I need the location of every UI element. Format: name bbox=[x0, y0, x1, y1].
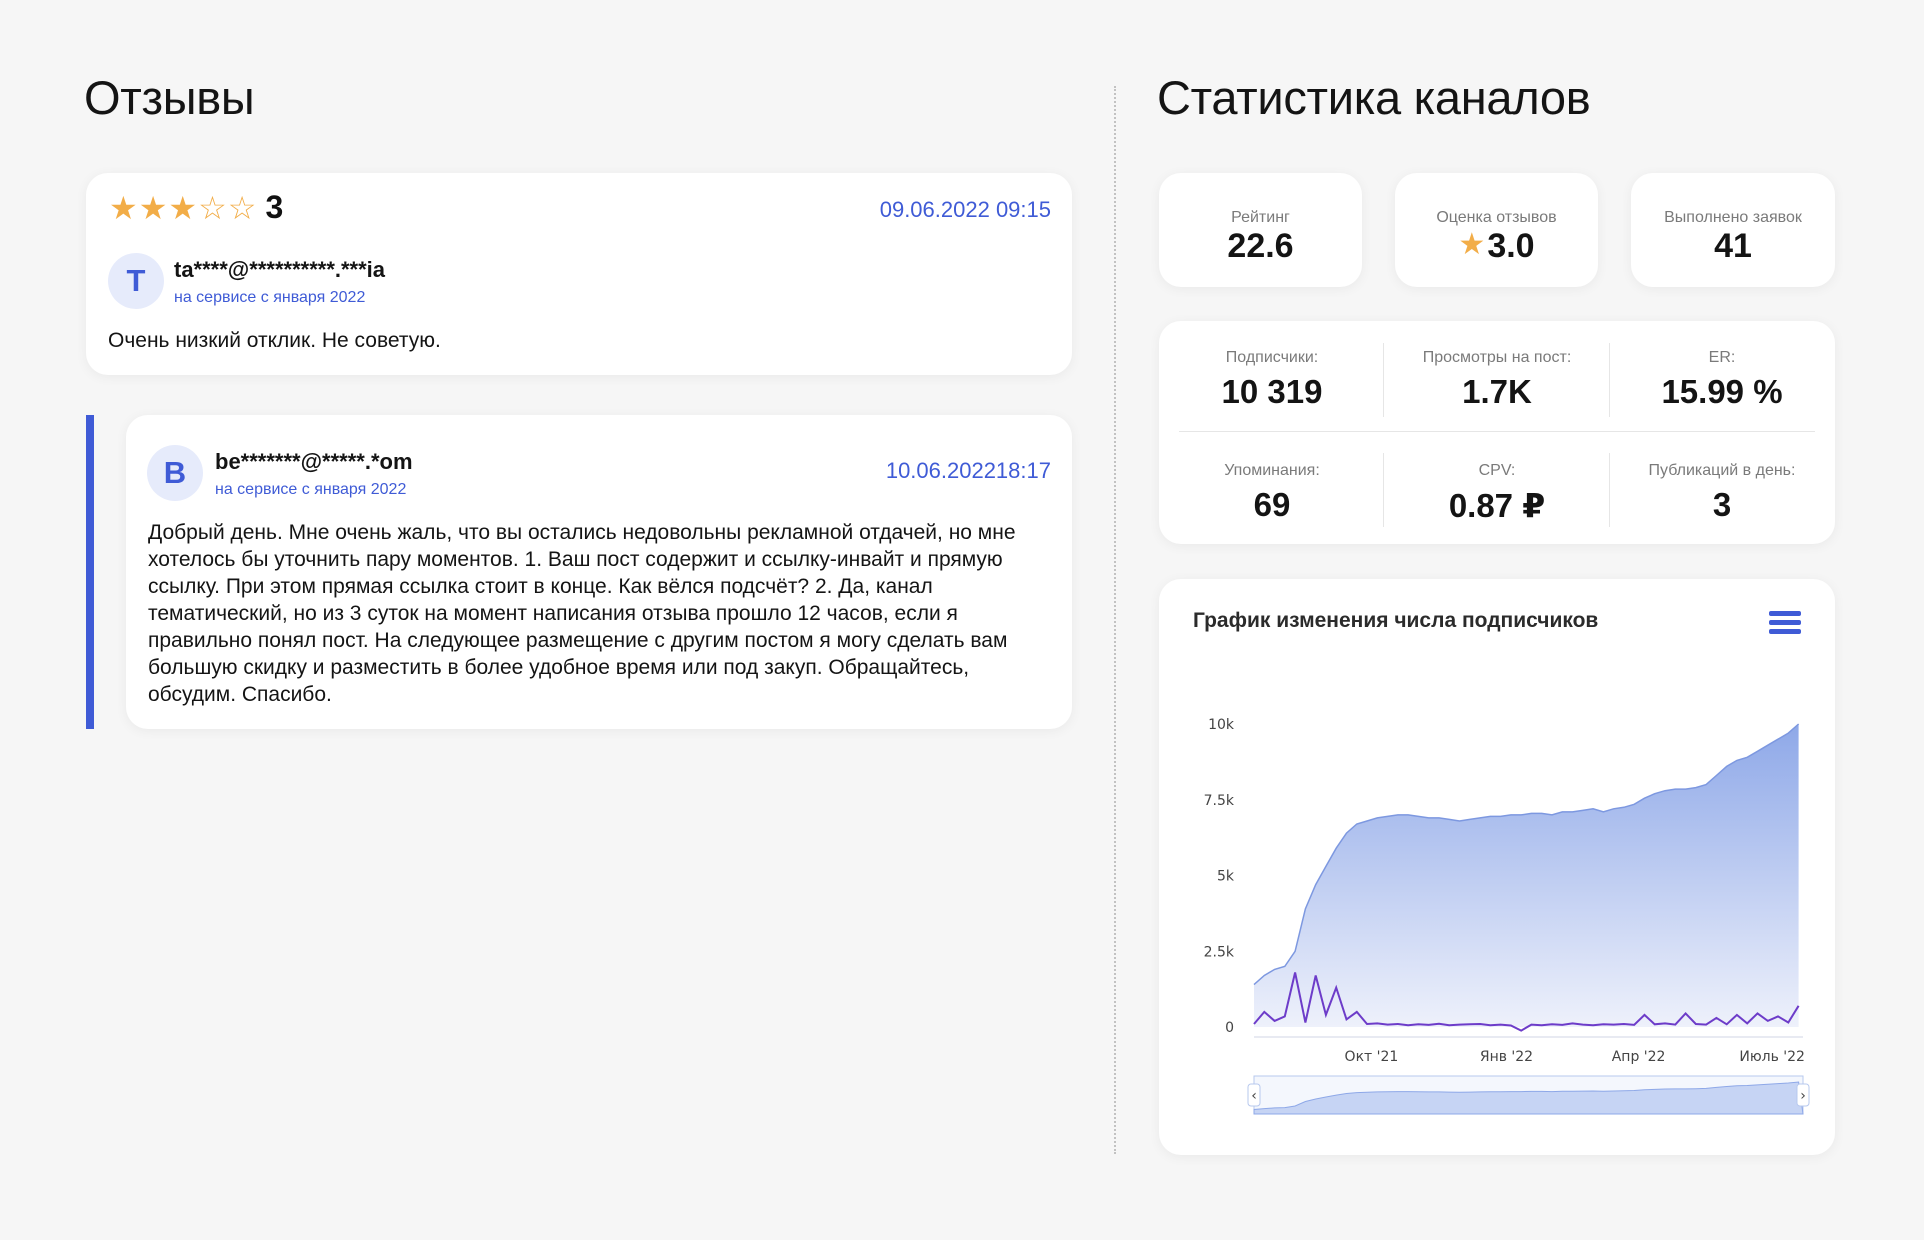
reply-since: на сервисе с января 2022 bbox=[215, 481, 407, 498]
metric-mentions: Упоминания: 69 bbox=[1159, 462, 1385, 524]
rating-stars: ★ ★ ★ ☆ ☆ 3 bbox=[109, 189, 283, 226]
metric-value: 10 319 bbox=[1221, 373, 1323, 410]
x-tick-label: Апр '22 bbox=[1612, 1049, 1666, 1065]
review-text: Очень низкий отклик. Не советую. bbox=[108, 329, 441, 352]
metric-value: 1.7K bbox=[1462, 373, 1532, 410]
rating-tile: Рейтинг 22.6 bbox=[1159, 173, 1362, 287]
metric-divider bbox=[1383, 453, 1384, 527]
review-card: ★ ★ ★ ☆ ☆ 3 09.06.2022 09:15 T ta****@**… bbox=[86, 173, 1072, 375]
hamburger-menu-icon[interactable] bbox=[1769, 611, 1801, 641]
x-tick-label: Янв '22 bbox=[1480, 1049, 1533, 1065]
reply-text: Добрый день. Мне очень жаль, что вы оста… bbox=[148, 521, 1016, 706]
reply-username[interactable]: be*******@*****.*om bbox=[215, 449, 413, 474]
reviewer-username[interactable]: ta****@**********.***ia bbox=[174, 257, 386, 282]
metric-views-per-post: Просмотры на пост: 1.7K bbox=[1384, 349, 1610, 411]
navigator-right-handle[interactable] bbox=[1796, 1083, 1810, 1107]
metric-subscribers: Подписчики: 10 319 bbox=[1159, 349, 1385, 411]
channel-metrics: Подписчики: 10 319 Просмотры на пост: 1.… bbox=[1159, 321, 1835, 544]
star-empty-icon: ☆ bbox=[198, 188, 227, 227]
reply-indicator-bar bbox=[86, 415, 94, 729]
navigator-left-handle[interactable] bbox=[1247, 1083, 1261, 1107]
reviewer-since: на сервисе с января 2022 bbox=[174, 289, 366, 306]
review-date: 09.06.2022 09:15 bbox=[879, 197, 1051, 222]
metric-value: 15.99 % bbox=[1661, 373, 1783, 410]
metric-value: 3 bbox=[1712, 486, 1732, 523]
metric-divider bbox=[1609, 453, 1610, 527]
x-tick-label: Июль '22 bbox=[1739, 1049, 1805, 1065]
metric-label: ER: bbox=[1708, 349, 1736, 366]
section-divider bbox=[1114, 86, 1116, 1154]
activity-line bbox=[1253, 972, 1800, 1032]
chart-title: График изменения числа подписчиков bbox=[1193, 609, 1599, 632]
subscribers-area bbox=[1254, 724, 1799, 1027]
tile-value: 22.6 bbox=[1227, 227, 1294, 265]
review-score-tile: Оценка отзывов ★3.0 bbox=[1395, 173, 1598, 287]
star-filled-icon: ★ bbox=[168, 188, 198, 227]
metric-label: Упоминания: bbox=[1224, 462, 1320, 479]
chevron-left-icon: ‹ bbox=[1251, 1088, 1257, 1104]
reply-card: B be*******@*****.*om на сервисе с январ… bbox=[126, 415, 1072, 729]
tile-value: 41 bbox=[1714, 227, 1752, 265]
metric-label: Публикаций в день: bbox=[1648, 462, 1796, 479]
metric-divider bbox=[1609, 343, 1610, 417]
review-score-value: 3.0 bbox=[1487, 227, 1535, 265]
y-tick-label: 2.5k bbox=[1204, 944, 1235, 960]
avatar: B bbox=[147, 445, 203, 501]
chevron-right-icon: › bbox=[1800, 1088, 1806, 1104]
metric-value: 0.87 ₽ bbox=[1448, 487, 1546, 524]
orders-done-tile: Выполнено заявок 41 bbox=[1631, 173, 1835, 287]
rating-value: 3 bbox=[265, 189, 284, 225]
metric-er: ER: 15.99 % bbox=[1609, 349, 1835, 411]
metric-label: CPV: bbox=[1478, 462, 1516, 479]
tile-value: ★3.0 bbox=[1395, 227, 1598, 266]
reply-date: 10.06.202218:17 bbox=[885, 458, 1051, 483]
star-icon: ★ bbox=[1458, 227, 1486, 262]
star-filled-icon: ★ bbox=[109, 188, 138, 227]
y-tick-label: 10k bbox=[1208, 717, 1235, 733]
metric-cpv: CPV: 0.87 ₽ bbox=[1384, 462, 1610, 525]
subscribers-chart: 0 2.5k 5k 7.5k 10k Окт '21 Янв '22 Апр '22 Июль … bbox=[1204, 717, 1810, 1115]
x-tick-label: Окт '21 bbox=[1345, 1049, 1399, 1065]
metric-divider bbox=[1179, 431, 1815, 432]
y-tick-label: 0 bbox=[1225, 1020, 1234, 1036]
metric-label: Просмотры на пост: bbox=[1422, 349, 1572, 366]
tile-label: Оценка отзывов bbox=[1436, 209, 1557, 226]
avatar: T bbox=[108, 253, 164, 309]
reviews-title: Отзывы bbox=[84, 71, 255, 124]
stats-title: Статистика каналов bbox=[1157, 71, 1591, 124]
star-empty-icon: ☆ bbox=[227, 188, 257, 227]
metric-divider bbox=[1383, 343, 1384, 417]
metric-label: Подписчики: bbox=[1225, 349, 1319, 366]
y-tick-label: 7.5k bbox=[1204, 793, 1235, 809]
tile-label: Рейтинг bbox=[1231, 209, 1290, 226]
subscribers-area-line bbox=[1253, 723, 1800, 986]
subscribers-chart-card: График изменения числа подписчиков 0 2.5k… bbox=[1159, 579, 1835, 1155]
navigator-area bbox=[1253, 1081, 1804, 1115]
metric-posts-per-day: Публикаций в день: 3 bbox=[1609, 462, 1835, 524]
y-tick-label: 5k bbox=[1217, 869, 1235, 885]
tile-label: Выполнено заявок bbox=[1664, 209, 1802, 226]
metric-value: 69 bbox=[1253, 486, 1291, 523]
star-filled-icon: ★ bbox=[138, 188, 168, 227]
